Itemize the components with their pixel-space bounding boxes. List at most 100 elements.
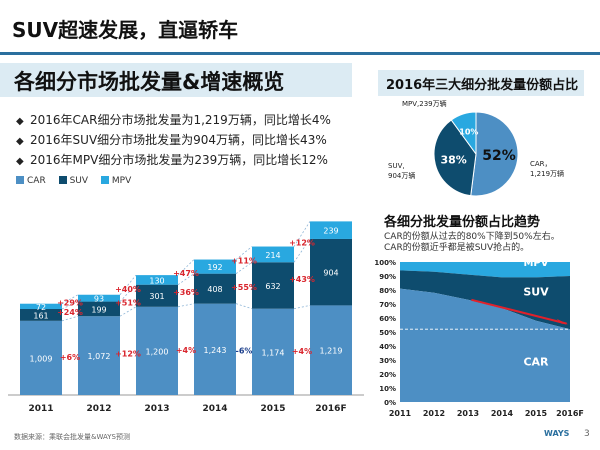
legend-item-suv: SUV (58, 176, 89, 186)
connector-line (293, 238, 311, 263)
connector-line (177, 273, 195, 286)
growth-label-mpv: +12% (289, 238, 315, 247)
bullet-item: ◆ 2016年MPV细分市场批发量为239万辆，同比增长12% (16, 151, 331, 171)
data-source: 数据来源：乘联会批发量&WAYS预测 (14, 433, 130, 441)
bar-value-label: 192 (207, 263, 222, 272)
y-tick-label: 0% (384, 399, 396, 407)
pie-slice-car (470, 111, 519, 197)
growth-label-mpv: +40% (115, 285, 141, 294)
share-pie-chart: 52% 38% 10% CAR，1,219万辆 SUV,904万辆 MPV,239万辆 (388, 99, 564, 197)
bullet-text: 2016年MPV细分市场批发量为239万辆，同比增长12% (30, 153, 328, 167)
bar-suv-2014 (194, 273, 236, 304)
y-tick-label: 100% (374, 259, 396, 267)
x-tick-label: 2012 (423, 409, 445, 418)
bar-value-label: 214 (265, 251, 280, 260)
bar-value-label: 199 (91, 305, 106, 314)
bullet-item: ◆ 2016年SUV细分市场批发量为904万辆，同比增长43% (16, 131, 331, 151)
bar-mpv-2012 (78, 294, 120, 302)
trend-subtitle-line: CAR的份额近乎都是被SUV抢占的。 (384, 243, 530, 253)
y-tick-label: 90% (379, 273, 396, 281)
x-tick-label: 2013 (457, 409, 479, 418)
bar-suv-2011 (20, 309, 62, 321)
bar-value-label: 239 (323, 227, 338, 236)
x-tick-label: 2013 (144, 404, 169, 414)
pie-header: 2016年三大细分批发量份额占比 (378, 70, 584, 96)
y-tick-label: 40% (379, 343, 396, 351)
title-divider (0, 52, 600, 55)
bar-mpv-2016F (310, 221, 352, 239)
pie-outer-label-car: CAR， (530, 160, 552, 168)
growth-label-mpv: +47% (173, 269, 199, 278)
area-label-suv: SUV (523, 286, 549, 299)
y-tick-label: 70% (379, 301, 396, 309)
bar-value-label: 904 (323, 269, 338, 278)
y-tick-label: 50% (379, 329, 396, 337)
legend-label: SUV (69, 176, 89, 186)
bar-value-label: 301 (149, 292, 164, 301)
bar-suv-2013 (136, 284, 178, 307)
bar-value-label: 408 (207, 285, 222, 294)
bar-car-2011 (20, 320, 62, 395)
bullet-list: ◆ 2016年CAR细分市场批发量为1,219万辆，同比增长4% ◆ 2016年SU… (16, 111, 331, 171)
bar-mpv-2014 (194, 259, 236, 274)
x-tick-label: 2015 (525, 409, 548, 418)
x-tick-label: 2016F (556, 409, 584, 418)
connector-line (235, 246, 253, 260)
trend-arrow (471, 298, 567, 325)
pie-slice-suv (433, 119, 477, 197)
connector-line (235, 261, 253, 274)
pie-outer-label-suv: 904万辆 (388, 171, 415, 180)
bar-mpv-2013 (136, 275, 178, 285)
bar-car-2014 (194, 303, 236, 395)
bar-value-label: 93 (94, 295, 104, 304)
trend-title: 各细分批发量份额占比趋势 (384, 215, 541, 230)
y-tick-label: 30% (379, 357, 396, 365)
bar-legend: CAR SUV MPV (16, 176, 141, 186)
brand-logo: WAYS (544, 429, 570, 438)
y-tick-label: 80% (379, 287, 396, 295)
bullet-text: 2016年CAR细分市场批发量为1,219万辆，同比增长4% (30, 113, 331, 127)
bar-value-label: 1,219 (320, 347, 343, 356)
bar-mpv-2015 (252, 246, 294, 263)
bar-suv-2012 (78, 301, 120, 317)
growth-label-car: +6% (60, 353, 80, 362)
pie-percent-label: 52% (482, 148, 516, 164)
bar-value-label: 632 (265, 282, 280, 291)
connector-line (61, 301, 79, 310)
diamond-icon: ◆ (16, 116, 24, 127)
x-tick-label: 2011 (28, 404, 53, 414)
y-tick-label: 20% (379, 371, 396, 379)
connector-line (293, 221, 311, 247)
area-label-mpv: MPV (523, 258, 548, 269)
trend-subtitle: CAR的份额从过去的80%下降到50%左右。 CAR的份额近乎都是被SUV抢占的… (384, 232, 560, 254)
bar-value-label: 161 (33, 311, 48, 320)
x-tick-label: 2011 (389, 409, 412, 418)
connector-line (293, 305, 311, 310)
diamond-icon: ◆ (16, 136, 24, 147)
trend-subtitle-line: CAR的份额从过去的80%下降到50%左右。 (384, 232, 560, 242)
bar-value-label: 72 (36, 303, 46, 312)
bar-car-2013 (136, 306, 178, 395)
growth-label-suv: +36% (173, 288, 199, 297)
share-trend-area-chart: 0% 10% 20% 30% 40% 50% 60% 70% 80% 90% 100% 2011 201… (374, 258, 584, 418)
growth-label-suv: +24% (57, 308, 83, 317)
legend-label: CAR (27, 176, 46, 186)
pie-percent-label: 10% (459, 128, 478, 137)
y-tick-label: 60% (379, 315, 396, 323)
bullet-item: ◆ 2016年CAR细分市场批发量为1,219万辆，同比增长4% (16, 111, 331, 131)
pie-outer-label-suv: SUV, (388, 162, 405, 170)
x-tick-label: 2014 (202, 404, 227, 414)
bar-value-label: 1,174 (262, 348, 285, 357)
pie-outer-label-car: 1,219万辆 (530, 169, 564, 178)
bar-value-label: 1,009 (30, 354, 53, 363)
pie-percent-label: 38% (440, 153, 466, 166)
pie-slice-mpv (450, 111, 477, 156)
bar-suv-2016F (310, 238, 352, 306)
connector-line (119, 306, 137, 317)
area-car (400, 288, 570, 402)
slide-title: SUV超速发展，直逼轿车 (12, 18, 239, 42)
growth-label-car: +12% (115, 349, 141, 358)
growth-label-mpv: +11% (231, 256, 257, 265)
area-label-car: CAR (523, 356, 549, 369)
growth-label-suv: +51% (115, 298, 141, 307)
